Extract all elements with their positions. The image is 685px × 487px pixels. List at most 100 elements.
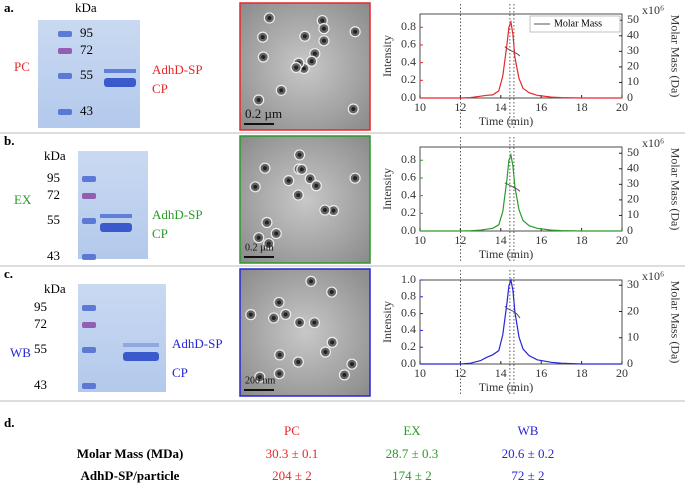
sample-band <box>123 343 159 347</box>
sample-band <box>104 69 136 73</box>
y2-tick-label: 20 <box>627 59 639 73</box>
table-cell: 20.6 ± 0.2 <box>502 446 555 461</box>
particle-core <box>274 231 279 236</box>
y2-tick-label: 30 <box>627 43 639 57</box>
ladder-band <box>82 305 96 311</box>
gel-unit: kDa <box>44 148 66 163</box>
series-line <box>420 277 622 365</box>
particle-core <box>323 349 328 354</box>
ladder-band <box>58 109 72 115</box>
particle-core <box>267 15 272 20</box>
ladder-band <box>82 254 96 260</box>
particle-core <box>256 98 261 103</box>
y2-tick-label: 10 <box>627 74 639 88</box>
gel <box>78 284 166 392</box>
particle-core <box>342 372 347 377</box>
particle-core <box>277 352 282 357</box>
particle-core <box>329 290 334 295</box>
x-axis-label: Time (min) <box>479 380 534 394</box>
ladder-band <box>82 383 96 389</box>
y2-tick-label: 30 <box>627 176 639 190</box>
particle-core <box>321 38 326 43</box>
plot-frame <box>419 279 623 365</box>
particle-core <box>248 312 253 317</box>
ladder-band <box>58 31 72 37</box>
y-tick-label: 0.0 <box>401 90 416 104</box>
sample-band <box>100 214 132 218</box>
particle-core <box>312 320 317 325</box>
marker-label: 72 <box>80 42 93 57</box>
column-header: WB <box>518 423 539 438</box>
plot-frame <box>419 13 623 99</box>
y2-axis-label: Molar Mass (Da) <box>668 281 682 364</box>
ladder-band <box>82 218 96 224</box>
y-tick-label: 1.0 <box>401 272 416 286</box>
band-label: CP <box>152 226 168 241</box>
panel-letter: b. <box>4 133 14 148</box>
y2-tick-label: 40 <box>627 28 639 42</box>
series-line <box>504 46 521 57</box>
x-tick-label: 16 <box>535 233 547 247</box>
y2-scale: x10⁶ <box>642 3 664 17</box>
ladder-band <box>82 347 96 353</box>
panel-letter: c. <box>4 266 13 281</box>
ladder-band <box>82 193 96 199</box>
particle-core <box>312 51 317 56</box>
table-cell: 28.7 ± 0.3 <box>386 446 439 461</box>
marker-label: 95 <box>34 299 47 314</box>
y2-tick-label: 0 <box>627 223 633 237</box>
marker-label: 72 <box>34 316 47 331</box>
table-cell: 72 ± 2 <box>511 468 544 483</box>
scale-bar-label: 0.2 µm <box>245 106 282 121</box>
x-tick-label: 18 <box>576 233 588 247</box>
marker-label: 95 <box>80 25 93 40</box>
ladder-band <box>82 176 96 182</box>
y2-scale: x10⁶ <box>642 136 664 150</box>
y2-tick-label: 10 <box>627 207 639 221</box>
table-letter: d. <box>4 415 14 430</box>
y2-tick-label: 40 <box>627 161 639 175</box>
x-tick-label: 14 <box>495 233 507 247</box>
particle-core <box>353 29 358 34</box>
row-label: AdhD-SP/particle <box>81 468 180 483</box>
column-header: EX <box>403 423 421 438</box>
particle-core <box>256 235 261 240</box>
plot-frame <box>419 146 623 232</box>
particle-core <box>297 320 302 325</box>
sample-band <box>100 223 132 232</box>
y-tick-label: 0.2 <box>401 339 416 353</box>
particle-core <box>296 360 301 365</box>
y2-tick-label: 30 <box>627 277 639 291</box>
y-tick-label: 0.0 <box>401 356 416 370</box>
y2-tick-label: 50 <box>627 12 639 26</box>
particle-core <box>308 279 313 284</box>
particle-core <box>353 176 358 181</box>
particle-core <box>331 208 336 213</box>
y-axis-label: Intensity <box>380 301 394 343</box>
y2-tick-label: 20 <box>627 192 639 206</box>
y2-tick-label: 20 <box>627 303 639 317</box>
table-cell: 174 ± 2 <box>392 468 432 483</box>
particle-core <box>309 59 314 64</box>
y-tick-label: 0.6 <box>401 170 416 184</box>
y-tick-label: 0.8 <box>401 289 416 303</box>
particle-core <box>294 65 299 70</box>
particle-core <box>296 193 301 198</box>
sample-label: PC <box>14 59 30 74</box>
band-label: AdhD-SP <box>152 62 203 77</box>
y-tick-label: 0.0 <box>401 223 416 237</box>
particle-core <box>286 178 291 183</box>
y2-axis-label: Molar Mass (Da) <box>668 15 682 98</box>
sample-band <box>104 78 136 87</box>
series-line <box>420 19 622 99</box>
legend-box <box>529 15 621 33</box>
marker-label: 55 <box>34 341 47 356</box>
particle-core <box>297 152 302 157</box>
x-tick-label: 16 <box>535 100 547 114</box>
y2-scale: x10⁶ <box>642 269 664 283</box>
sample-band <box>123 352 159 361</box>
y-tick-label: 0.2 <box>401 72 416 86</box>
marker-label: 72 <box>47 187 60 202</box>
x-tick-label: 20 <box>616 233 628 247</box>
y2-tick-label: 0 <box>627 90 633 104</box>
